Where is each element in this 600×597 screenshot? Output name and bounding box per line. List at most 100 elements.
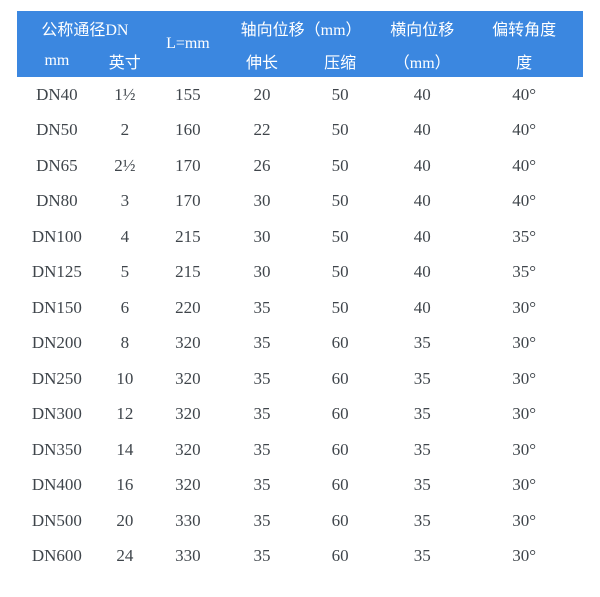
table-cell: 330 bbox=[175, 510, 201, 530]
header-compression: 压缩 bbox=[301, 44, 380, 77]
table-cell: 35 bbox=[253, 368, 271, 388]
table-row: DN40 1½ 155 20 50 40 40° bbox=[17, 77, 583, 113]
table-cell: DN125 bbox=[31, 262, 82, 282]
spec-table-container: 公称通径DN L=mm 轴向位移（mm） 横向位移 偏转角度 mm 英寸 伸长 … bbox=[17, 11, 583, 574]
table-cell: 3 bbox=[120, 191, 130, 211]
table-cell: 215 bbox=[175, 226, 201, 246]
header-degree: 度 bbox=[465, 44, 583, 77]
table-cell: 30° bbox=[512, 439, 537, 459]
table-cell: 35° bbox=[512, 226, 537, 246]
table-cell: 4 bbox=[120, 226, 130, 246]
table-cell: 40 bbox=[413, 191, 431, 211]
header-lateral-mm: （mm） bbox=[379, 44, 466, 77]
table-row: DN80 3 170 30 50 40 40° bbox=[17, 184, 583, 220]
table-cell: 215 bbox=[175, 262, 201, 282]
table-cell: 320 bbox=[175, 333, 201, 353]
table-cell: 40 bbox=[413, 155, 431, 175]
table-cell: 10 bbox=[116, 368, 134, 388]
header-inch: 英寸 bbox=[96, 44, 153, 77]
table-cell: DN400 bbox=[31, 475, 82, 495]
table-cell: 330 bbox=[175, 546, 201, 566]
table-cell: 40 bbox=[413, 120, 431, 140]
table-cell: DN600 bbox=[31, 546, 82, 566]
table-cell: 320 bbox=[175, 368, 201, 388]
table-cell: 40 bbox=[413, 262, 431, 282]
table-cell: 35 bbox=[413, 439, 431, 459]
table-cell: 35° bbox=[512, 262, 537, 282]
table-cell: 30° bbox=[512, 297, 537, 317]
table-row: DN300 12 320 35 60 35 30° bbox=[17, 397, 583, 433]
table-cell: DN350 bbox=[31, 439, 82, 459]
table-row: DN65 2½ 170 26 50 40 40° bbox=[17, 148, 583, 184]
table-cell: 2½ bbox=[114, 155, 136, 175]
table-cell: 50 bbox=[331, 191, 349, 211]
header-row-2: mm 英寸 伸长 压缩 （mm） 度 bbox=[17, 44, 583, 77]
table-cell: DN80 bbox=[36, 191, 78, 211]
table-cell: DN65 bbox=[36, 155, 78, 175]
table-row: DN400 16 320 35 60 35 30° bbox=[17, 468, 583, 504]
table-cell: 30° bbox=[512, 475, 537, 495]
table-cell: 35 bbox=[253, 333, 271, 353]
table-cell: 40° bbox=[512, 155, 537, 175]
table-cell: 14 bbox=[116, 439, 134, 459]
table-cell: 12 bbox=[116, 404, 134, 424]
table-cell: 30 bbox=[253, 191, 271, 211]
table-cell: 50 bbox=[331, 120, 349, 140]
table-cell: 5 bbox=[120, 262, 130, 282]
table-row: DN150 6 220 35 50 40 30° bbox=[17, 290, 583, 326]
table-cell: 220 bbox=[175, 297, 201, 317]
header-deflection-angle: 偏转角度 bbox=[465, 11, 583, 44]
table-cell: DN300 bbox=[31, 404, 82, 424]
table-row: DN125 5 215 30 50 40 35° bbox=[17, 255, 583, 291]
table-cell: 16 bbox=[116, 475, 134, 495]
table-cell: 170 bbox=[175, 191, 201, 211]
table-cell: 30° bbox=[512, 333, 537, 353]
header-extension: 伸长 bbox=[223, 44, 302, 77]
table-cell: 40 bbox=[413, 84, 431, 104]
table-cell: 35 bbox=[413, 333, 431, 353]
table-cell: 320 bbox=[175, 404, 201, 424]
table-cell: DN40 bbox=[36, 84, 78, 104]
table-cell: 50 bbox=[331, 84, 349, 104]
table-cell: 35 bbox=[413, 368, 431, 388]
table-row: DN200 8 320 35 60 35 30° bbox=[17, 326, 583, 362]
table-cell: 60 bbox=[331, 404, 349, 424]
header-axial-displacement: 轴向位移（mm） bbox=[223, 11, 380, 44]
table-cell: 60 bbox=[331, 475, 349, 495]
header-nominal-diameter: 公称通径DN bbox=[17, 11, 153, 44]
table-cell: 35 bbox=[253, 297, 271, 317]
table-cell: 30° bbox=[512, 368, 537, 388]
table-cell: DN100 bbox=[31, 226, 82, 246]
table-cell: 35 bbox=[413, 510, 431, 530]
table-cell: 160 bbox=[175, 120, 201, 140]
table-cell: 60 bbox=[331, 510, 349, 530]
table-cell: 40° bbox=[512, 191, 537, 211]
table-cell: 40° bbox=[512, 84, 537, 104]
table-cell: 26 bbox=[253, 155, 271, 175]
table-row: DN250 10 320 35 60 35 30° bbox=[17, 361, 583, 397]
table-cell: DN200 bbox=[31, 333, 82, 353]
table-cell: 20 bbox=[253, 84, 271, 104]
table-cell: 35 bbox=[253, 510, 271, 530]
spec-table: 公称通径DN L=mm 轴向位移（mm） 横向位移 偏转角度 mm 英寸 伸长 … bbox=[17, 11, 583, 574]
table-cell: 320 bbox=[175, 475, 201, 495]
table-cell: 60 bbox=[331, 368, 349, 388]
header-lateral-displacement: 横向位移 bbox=[379, 11, 466, 44]
table-cell: 155 bbox=[175, 84, 201, 104]
table-cell: 30 bbox=[253, 226, 271, 246]
table-cell: 60 bbox=[331, 439, 349, 459]
table-cell: 30° bbox=[512, 510, 537, 530]
header-mm: mm bbox=[17, 44, 97, 77]
table-row: DN50 2 160 22 50 40 40° bbox=[17, 113, 583, 149]
table-cell: 24 bbox=[116, 546, 134, 566]
spec-table-header: 公称通径DN L=mm 轴向位移（mm） 横向位移 偏转角度 mm 英寸 伸长 … bbox=[17, 11, 583, 77]
table-cell: 40 bbox=[413, 297, 431, 317]
table-cell: DN50 bbox=[36, 120, 78, 140]
table-cell: 35 bbox=[253, 404, 271, 424]
table-cell: 35 bbox=[253, 475, 271, 495]
table-row: DN350 14 320 35 60 35 30° bbox=[17, 432, 583, 468]
header-row-1: 公称通径DN L=mm 轴向位移（mm） 横向位移 偏转角度 bbox=[17, 11, 583, 77]
header-length: L=mm bbox=[152, 11, 223, 77]
table-row: DN600 24 330 35 60 35 30° bbox=[17, 539, 583, 575]
table-cell: 50 bbox=[331, 297, 349, 317]
